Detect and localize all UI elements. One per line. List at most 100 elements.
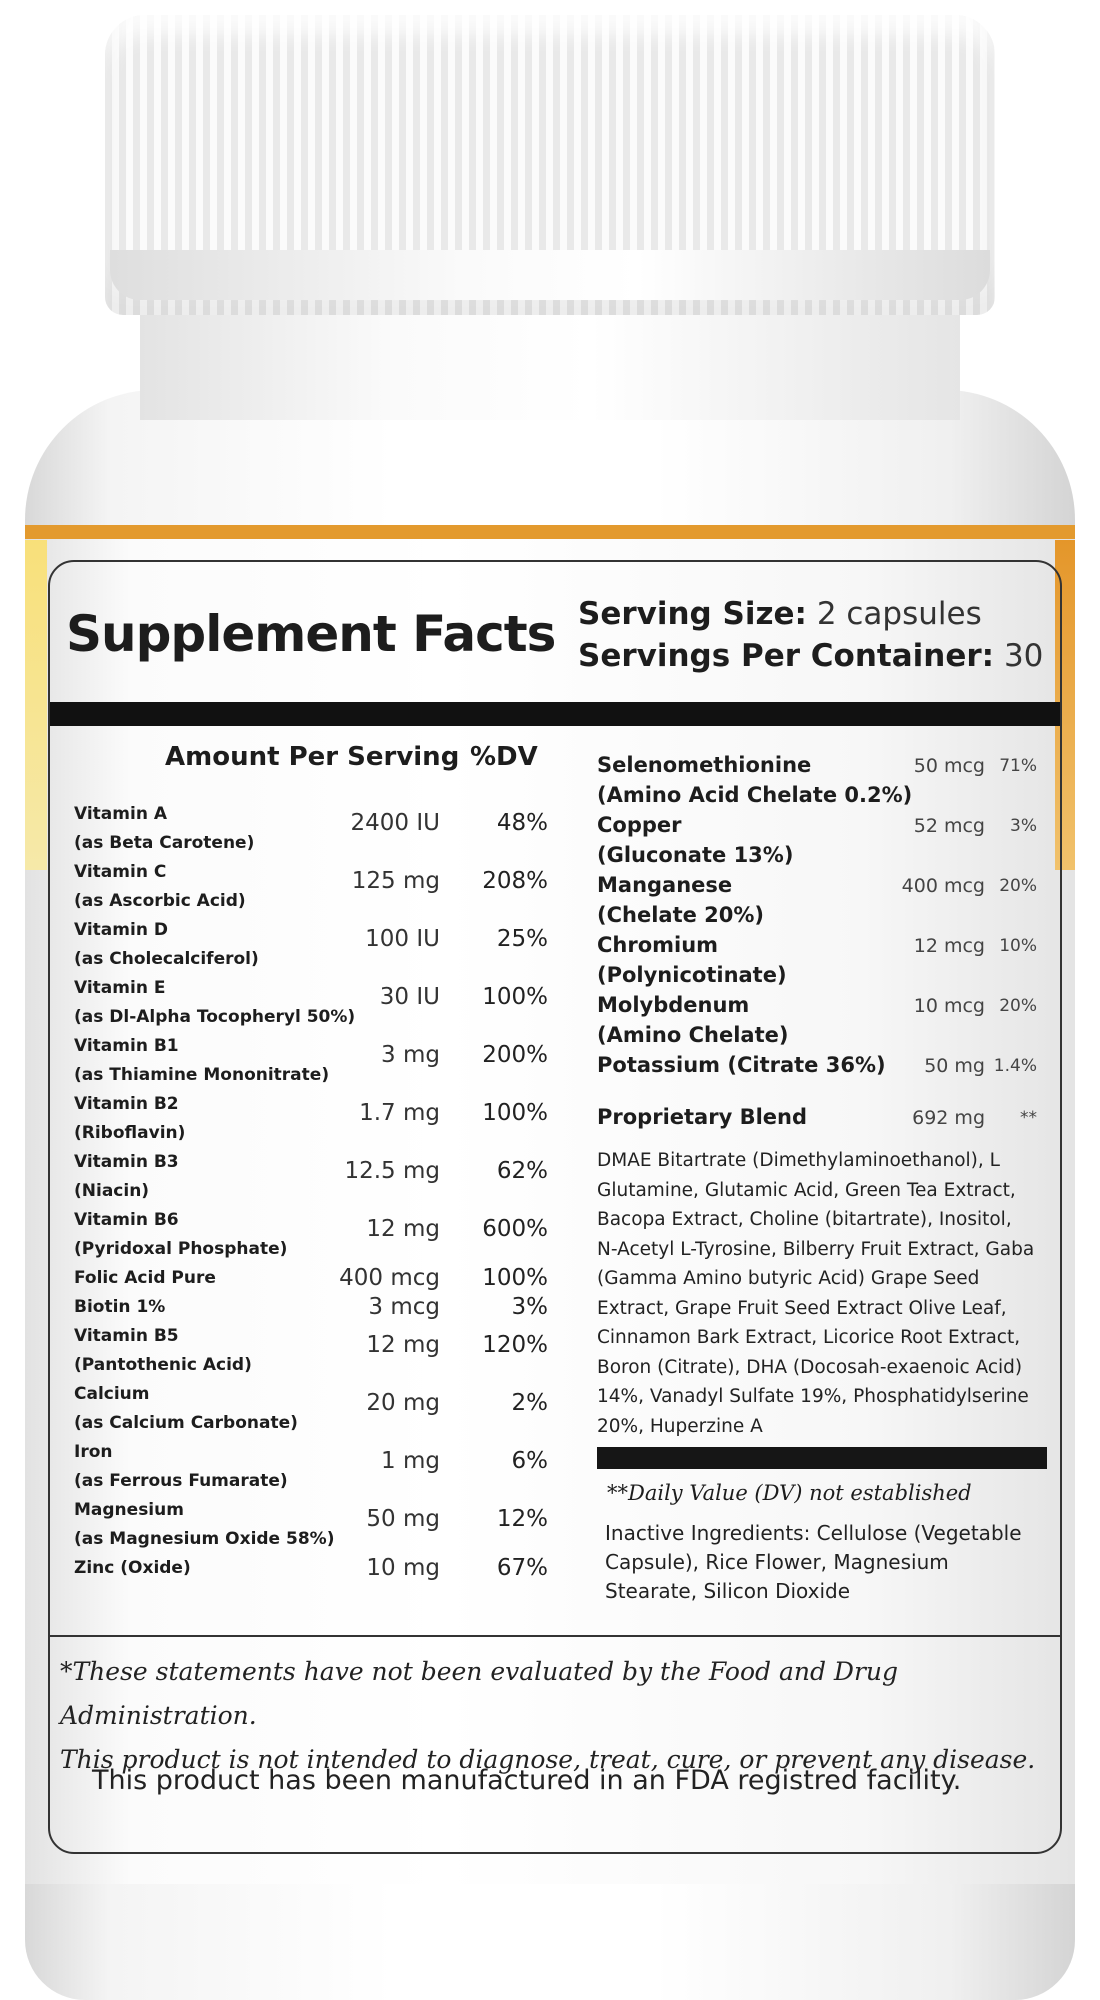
facility-statement: This product has been manufactured in an… [92,1765,962,1796]
nutrient-name: Biotin 1% [74,1297,166,1317]
nutrient-name: Vitamin B1 [74,1036,179,1056]
inactive-ingredients: Inactive Ingredients: Cellulose (Vegetab… [605,1521,1022,1603]
servings-label: Servings Per Container: [578,638,995,674]
nutrient-amount: 50 mg [366,1506,440,1532]
nutrient-source: (as Beta Carotene) [74,833,255,853]
nutrient-source: (Niacin) [74,1181,150,1201]
nutrient-dv: 208% [482,868,548,894]
nutrient-row: Zinc (Oxide) 10 mg 67% [74,1554,554,1583]
nutrient-amount: 12 mg [366,1216,440,1242]
nutrient-dv: 3% [1010,816,1037,836]
nutrient-source: (as Dl-Alpha Tocopheryl 50%) [74,1007,356,1027]
nutrient-dv: 120% [482,1332,548,1358]
nutrient-amount: 10 mg [366,1555,440,1581]
nutrient-source: (as Cholecalciferol) [74,949,259,969]
nutrient-name: Calcium [74,1384,150,1404]
nutrient-name: Magnesium [74,1500,184,1520]
nutrient-dv: 20% [999,996,1037,1016]
nutrient-amount: 10 mcg [913,995,985,1017]
nutrient-source: (Pyridoxal Phosphate) [74,1239,288,1259]
nutrient-list-left: Vitamin A (as Beta Carotene) 2400 IU 48% Vit… [74,800,554,1583]
nutrient-amount: 52 mcg [913,815,985,837]
servings-value: 30 [1003,638,1044,674]
nutrient-source: (Gluconate 13%) [597,843,794,867]
supplement-facts-title: Supplement Facts [66,605,556,663]
nutrient-amount: 1 mg [381,1448,440,1474]
nutrient-dv: 20% [999,876,1037,896]
nutrient-dv: 1.4% [993,1056,1037,1076]
bottle-neck [140,300,960,420]
nutrient-source: (Amino Chelate) [597,1023,789,1047]
nutrient-name: Vitamin B6 [74,1210,179,1230]
nutrient-name: Molybdenum [597,993,750,1017]
nutrient-dv: 12% [496,1506,548,1532]
blend-bar [597,1447,1047,1469]
nutrient-amount: 50 mg [924,1055,985,1077]
nutrient-dv: 67% [496,1555,548,1581]
nutrient-row: Copper (Gluconate 13%) 52 mcg 3% [597,810,1037,870]
serving-info: Serving Size: 2 capsules Servings Per Co… [578,596,1043,680]
fda-disclaimer: *These statements have not been evaluate… [60,1650,1070,1782]
nutrient-dv: 2% [511,1390,549,1416]
nutrient-name: Vitamin B5 [74,1326,179,1346]
proprietary-blend-row: Proprietary Blend 692 mg ** [597,1102,1037,1132]
disclaimer-line-1: *These statements have not been evaluate… [60,1657,899,1730]
nutrient-source: (Chelate 20%) [597,903,765,927]
nutrient-source: (Polynicotinate) [597,963,787,987]
nutrient-dv: 100% [482,984,548,1010]
nutrient-name: Proprietary Blend [597,1105,807,1129]
nutrient-row: Biotin 1% 3 mcg 3% [74,1293,554,1322]
nutrient-name: Vitamin B2 [74,1094,179,1114]
label-stripe-left [25,540,47,870]
bottle-cap-lip [110,250,990,300]
nutrient-amount: 3 mcg [368,1294,440,1320]
nutrient-row: Vitamin B5 (Pantothenic Acid) 12 mg 120% [74,1322,554,1380]
nutrient-source: (Amino Acid Chelate 0.2%) [597,783,913,807]
nutrient-dv: 71% [999,756,1037,776]
nutrient-amount: 12.5 mg [344,1158,440,1184]
nutrient-amount: 125 mg [351,868,440,894]
nutrient-dv: 100% [482,1100,548,1126]
nutrient-name: Vitamin A [74,804,168,824]
serving-size-value: 2 capsules [816,596,982,632]
nutrient-name: Zinc (Oxide) [74,1558,191,1578]
nutrient-source: (as Ferrous Fumarate) [74,1471,288,1491]
nutrient-source: (as Magnesium Oxide 58%) [74,1529,335,1549]
supplement-facts-panel [48,560,1062,1854]
nutrient-dv: 62% [496,1158,548,1184]
nutrient-amount: 1.7 mg [359,1100,440,1126]
nutrient-row: Vitamin B1 (as Thiamine Mononitrate) 3 mg 2… [74,1032,554,1090]
nutrient-row: Vitamin B3 (Niacin) 12.5 mg 62% [74,1148,554,1206]
nutrient-amount: 3 mg [381,1042,440,1068]
product-label [25,525,1075,1884]
nutrient-row: Molybdenum (Amino Chelate) 10 mcg 20% [597,990,1037,1050]
blend-ingredients: DMAE Bitartrate (Dimethylaminoethanol), … [597,1150,1035,1437]
nutrient-amount: 30 IU [379,984,440,1010]
nutrient-amount: 400 mcg [901,875,985,897]
nutrient-row: Vitamin B6 (Pyridoxal Phosphate) 12 mg 600% [74,1206,554,1264]
nutrient-dv: 200% [482,1042,548,1068]
nutrient-dv: 6% [511,1448,549,1474]
nutrient-row: Manganese (Chelate 20%) 400 mcg 20% [597,870,1037,930]
nutrient-row: Folic Acid Pure 400 mcg 100% [74,1264,554,1293]
nutrient-row: Chromium (Polynicotinate) 12 mcg 10% [597,930,1037,990]
nutrient-name: Manganese [597,873,733,897]
nutrient-name: Vitamin E [74,978,166,998]
serving-size-label: Serving Size: [578,596,807,632]
nutrient-row: Vitamin A (as Beta Carotene) 2400 IU 48% [74,800,554,858]
nutrient-source: (as Calcium Carbonate) [74,1413,298,1433]
nutrient-amount: 50 mcg [913,755,985,777]
nutrient-row: Calcium (as Calcium Carbonate) 20 mg 2% [74,1380,554,1438]
nutrient-list-right: Selenomethionine (Amino Acid Chelate 0.2%… [597,750,1047,1606]
nutrient-amount: 2400 IU [350,810,440,836]
nutrient-name: Chromium [597,933,719,957]
panel-divider [50,1635,1060,1637]
nutrient-dv: 48% [496,810,548,836]
nutrient-dv: 10% [999,936,1037,956]
nutrient-row: Vitamin D (as Cholecalciferol) 100 IU 25% [74,916,554,974]
nutrient-row: Potassium (Citrate 36%) 50 mg 1.4% [597,1050,1037,1080]
nutrient-amount: 12 mg [366,1332,440,1358]
nutrient-dv: ** [1020,1108,1037,1128]
nutrient-dv: 3% [511,1294,549,1320]
nutrient-dv: 25% [496,926,548,952]
